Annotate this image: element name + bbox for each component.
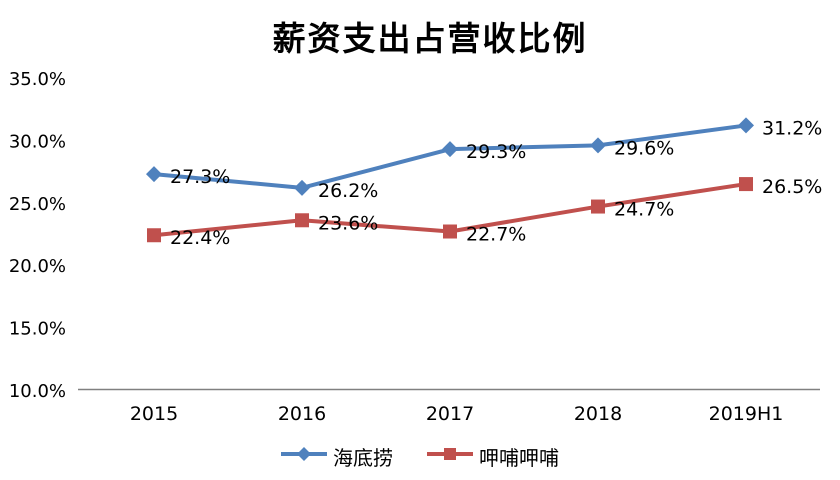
legend-diamond-marker-icon — [281, 445, 327, 467]
y-axis-tick-label: 25.0% — [9, 194, 66, 215]
y-axis-tick-label: 15.0% — [9, 319, 66, 340]
data-point-label: 22.4% — [170, 227, 230, 249]
legend-item-series-0[interactable]: 海底捞 — [281, 442, 393, 471]
legend: 海底捞 呷哺呷哺 — [0, 438, 840, 474]
chart-title: 薪资支出占营收比例 — [272, 19, 588, 58]
legend-item-series-1[interactable]: 呷哺呷哺 — [427, 442, 559, 471]
data-point-label: 29.6% — [614, 137, 674, 159]
x-axis-tick-label: 2015 — [130, 403, 178, 425]
legend-square-marker-icon — [427, 445, 473, 467]
y-axis-tick-label: 35.0% — [9, 69, 66, 90]
data-point-square-marker[interactable] — [443, 224, 457, 239]
data-point-label: 29.3% — [466, 141, 526, 163]
data-point-label: 24.7% — [614, 199, 674, 221]
x-axis-tick-label: 2017 — [426, 403, 474, 425]
data-point-diamond-marker[interactable] — [294, 179, 310, 196]
data-point-label: 27.3% — [170, 166, 230, 188]
legend-sample-graphic — [281, 447, 327, 461]
data-point-square-marker[interactable] — [591, 199, 605, 214]
x-axis-tick-label: 2018 — [574, 403, 622, 425]
legend-label-series-1: 呷哺呷哺 — [479, 445, 559, 470]
data-point-diamond-marker[interactable] — [146, 166, 162, 183]
data-point-label: 23.6% — [318, 212, 378, 234]
data-point-label: 26.5% — [762, 176, 822, 198]
data-point-label: 26.2% — [318, 180, 378, 202]
x-axis-tick-label: 2016 — [278, 403, 326, 425]
legend-sample-graphic — [427, 448, 473, 460]
data-point-label: 22.7% — [466, 224, 526, 246]
data-point-square-marker[interactable] — [739, 177, 753, 192]
data-point-square-marker[interactable] — [295, 213, 309, 228]
data-point-square-marker[interactable] — [147, 228, 161, 243]
y-axis-tick-label: 10.0% — [9, 381, 66, 402]
data-point-diamond-marker[interactable] — [442, 141, 458, 158]
data-point-diamond-marker[interactable] — [590, 137, 606, 154]
y-axis-tick-label: 20.0% — [9, 256, 66, 277]
y-axis-tick-label: 30.0% — [9, 131, 66, 152]
legend-label-series-0: 海底捞 — [333, 445, 393, 470]
data-point-diamond-marker[interactable] — [738, 117, 754, 134]
x-axis-tick-label: 2019H1 — [709, 403, 784, 425]
data-point-label: 31.2% — [762, 117, 822, 139]
